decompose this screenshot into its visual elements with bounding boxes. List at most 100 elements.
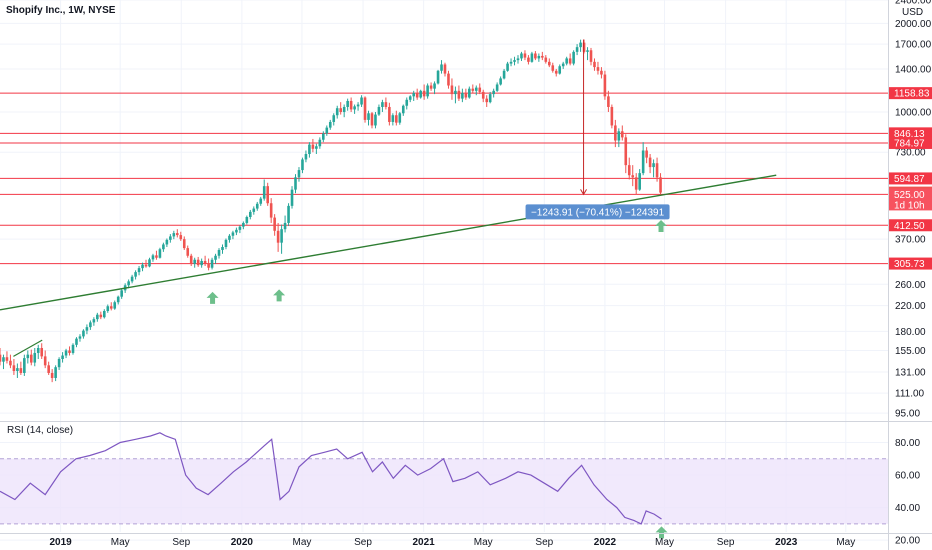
symbol-title[interactable]: Shopify Inc., 1W, NYSE [6,5,116,16]
candle-body [33,352,37,363]
candle-body [106,306,110,312]
measure-arrowhead [580,189,587,196]
trendlines[interactable] [0,174,777,357]
candle [96,312,99,322]
candle [231,230,235,240]
measurement-tool[interactable]: −1243.91 (−70.41%) −124391 [525,39,670,220]
candle-body [568,58,572,64]
candle [488,91,492,104]
candle-body [471,88,475,91]
candle [308,142,311,158]
candle [12,358,16,375]
time-tick-label: 2021 [413,537,436,548]
candle [377,104,381,116]
candle [534,51,537,61]
rsi-tick-label: 40.00 [895,503,920,514]
candle [304,150,308,163]
candle-body [589,50,593,62]
candle [481,89,485,103]
candle [106,304,110,313]
candle [600,67,603,79]
candle [634,173,638,195]
candle [266,182,269,206]
candle-body [36,348,40,353]
candle-body [474,87,478,91]
candle [245,215,249,225]
candle [589,47,593,66]
candle-body [551,65,555,71]
candle [433,81,436,95]
candle [617,128,621,148]
candle-body [113,302,117,309]
candle [516,55,520,64]
time-tick-label: 2023 [775,537,798,548]
candle [242,221,245,230]
candle-body [2,357,5,362]
candle [638,169,641,191]
candle [40,343,44,359]
level-price-tag-bg [889,172,932,185]
candle [652,159,655,178]
candle [374,111,377,129]
candle [513,56,516,66]
candle [5,351,9,364]
rsi-pane [0,432,662,525]
candle-body [607,96,610,107]
time-tick-label: May [111,537,130,548]
candle [360,95,363,107]
candle [113,300,117,310]
candle [200,258,203,268]
candle-body [130,276,134,282]
candle-body [228,235,231,240]
candle-body [481,91,485,99]
candle-body [641,150,645,174]
candle-body [120,290,123,297]
candle [102,309,106,319]
candle [158,247,162,259]
candle-body [652,163,655,168]
candle [554,68,558,77]
candle [415,88,419,100]
price-tick-label: 220.00 [895,301,926,312]
candle-body [367,113,370,120]
rsi-title[interactable]: RSI (14, close) [7,425,73,436]
candle [116,295,120,305]
candle [648,154,652,174]
candle-body [301,159,304,171]
candle-body [96,314,99,320]
candle-body [238,226,242,230]
candle-body [283,222,287,230]
candle [645,147,648,164]
candle [565,56,568,66]
candle [429,82,433,91]
candle-body [200,260,203,266]
arrow-markers[interactable] [206,219,668,539]
candle [82,329,85,339]
candle [33,348,37,367]
candle-body [339,108,342,112]
price-tick-label: 370.00 [895,235,926,246]
candle [294,174,297,194]
candle-body [196,259,200,266]
candle-body [349,100,353,110]
time-tick-label: 2022 [594,537,617,548]
candle [381,99,384,112]
candle-body [82,330,85,337]
candle-body [207,263,210,268]
candle [627,157,631,180]
candle-body [575,47,579,52]
candle-body [561,63,565,67]
candle [186,245,190,258]
candle-body [193,259,196,264]
horizontal-levels[interactable] [0,92,888,265]
candle-body [499,78,502,85]
candle [422,84,426,100]
candle-body [54,367,57,378]
candle-body [102,311,106,318]
candle-body [645,150,648,158]
candle [68,346,71,356]
price-tick-label: 730.00 [895,148,926,159]
candle [144,259,148,268]
candle [109,302,113,311]
price-tick-label: 180.00 [895,327,926,338]
